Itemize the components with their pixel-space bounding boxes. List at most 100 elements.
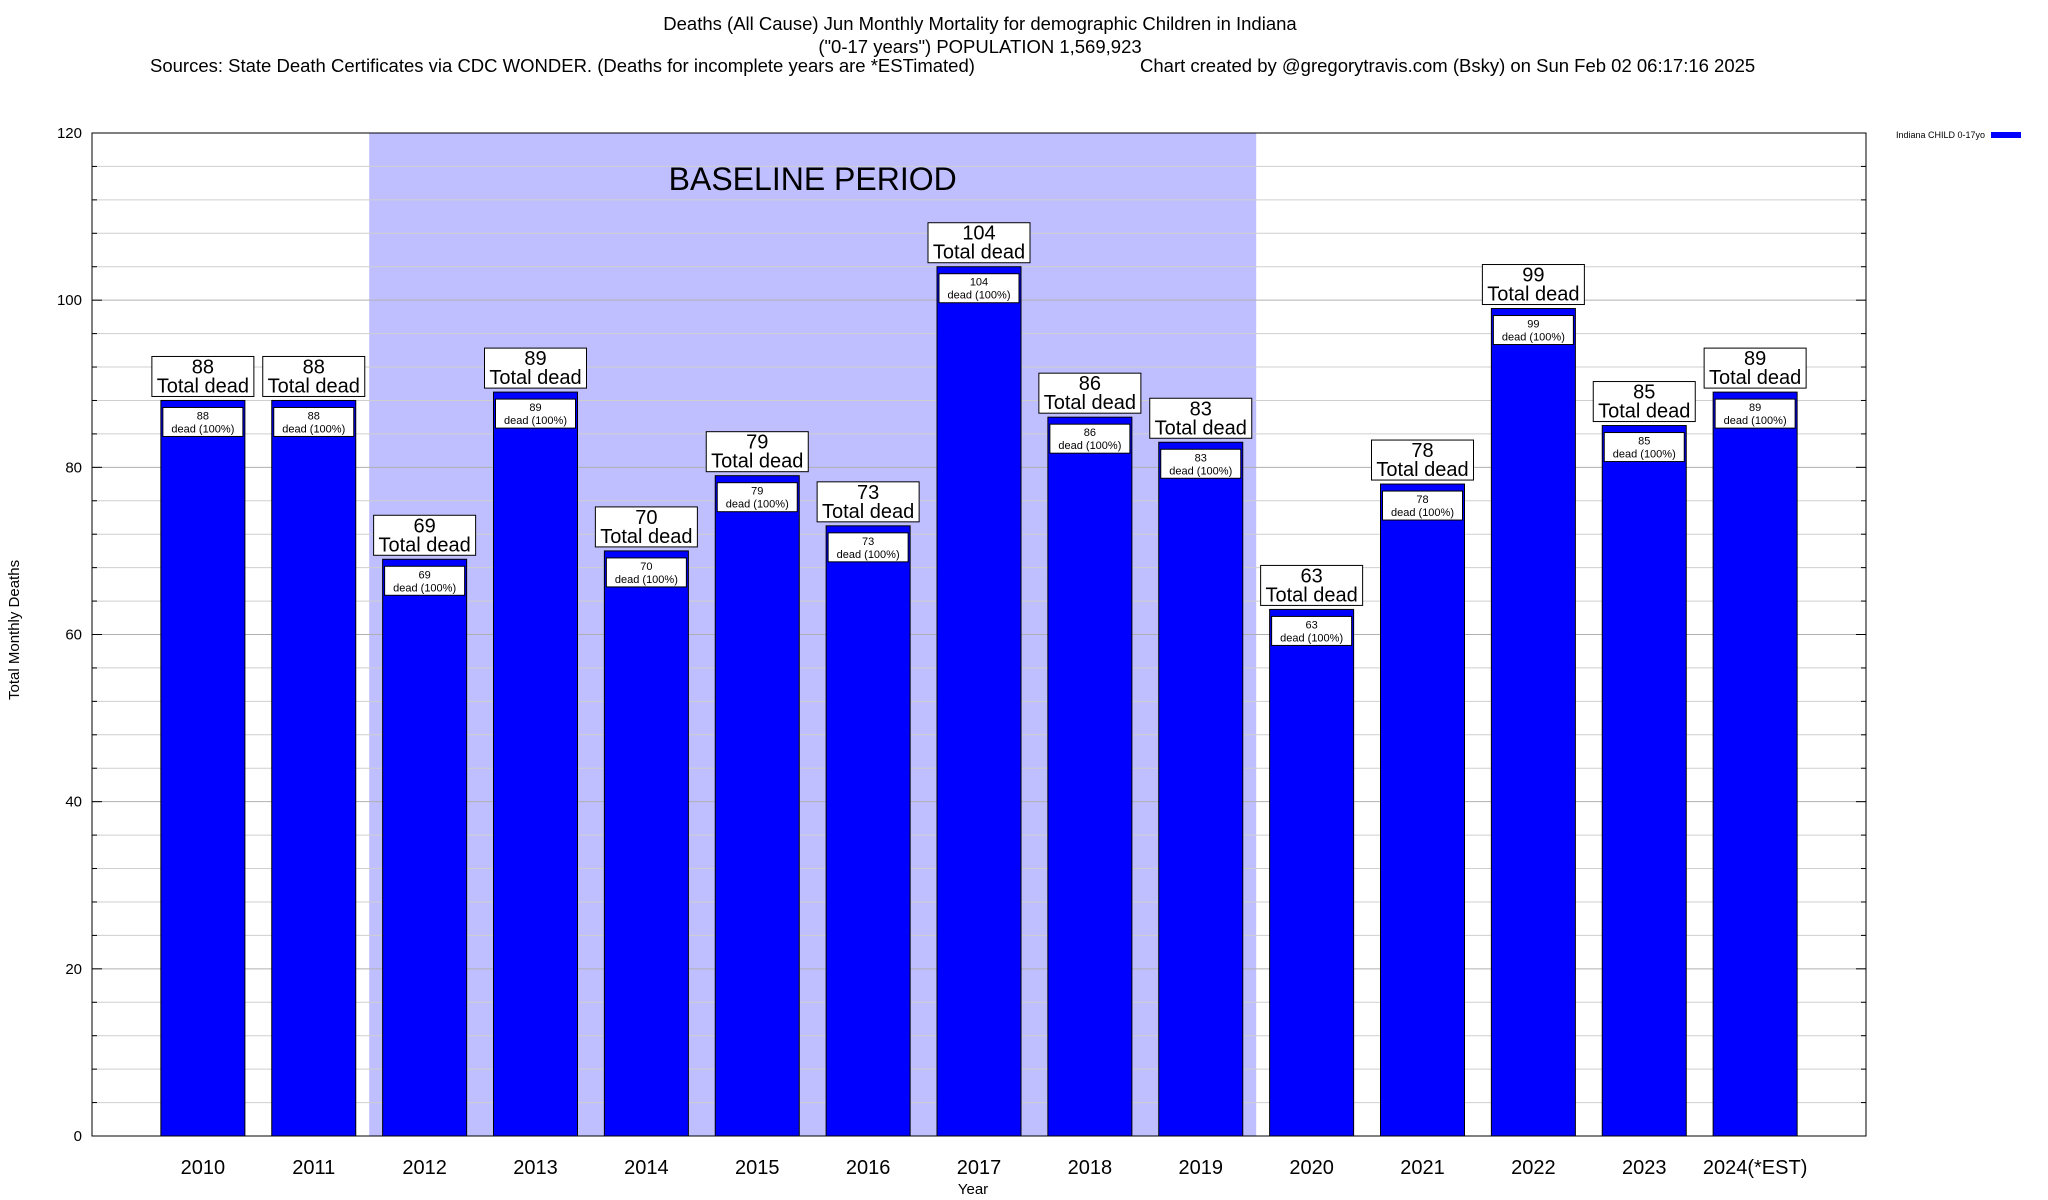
x-tick-label: 2022 [1511,1157,1556,1179]
x-tick-label: 2016 [846,1157,891,1179]
x-tick-label: 2014 [624,1157,669,1179]
legend-swatch [1991,132,2022,138]
bar-top-label-box [1149,397,1253,439]
bar [1158,441,1244,1137]
bar-top-suffix: Total dead [711,451,803,473]
bar-inner-label-box [384,565,466,596]
bar-top-label-box [484,347,587,389]
bar-inner-label-box [1049,423,1131,454]
chart-title-block: Deaths (All Cause) Jun Monthly Mortality… [0,12,1960,58]
bar-top-label-box [816,481,920,523]
bar-top-value: 83 [1190,398,1212,420]
x-tick-label: 2023 [1622,1157,1667,1179]
y-tick-label: 0 [74,1128,82,1145]
x-tick-label: 2011 [292,1157,335,1179]
bar-top-suffix: Total dead [268,375,360,397]
bar-top-suffix: Total dead [600,526,692,548]
bar-top-value: 69 [414,515,436,537]
bar-inner-label-box [495,398,576,429]
bar [1047,416,1133,1137]
bar-inner-value: 69 [419,569,431,581]
bar [160,399,246,1137]
bar-top-value: 63 [1301,565,1323,587]
bar-top-value: 73 [857,482,879,504]
bar [936,266,1022,1137]
bar-top-label-box [1703,347,1807,389]
bar-top-value: 79 [746,432,768,454]
bar-top-value: 85 [1633,382,1655,404]
bar-inner-value: 79 [751,486,763,498]
bar-top-value: 70 [635,507,657,529]
bar-inner-suffix: dead (100%) [1058,440,1121,452]
y-tick-label: 60 [65,627,82,644]
bar-inner-suffix: dead (100%) [1169,465,1232,477]
bar [603,550,689,1137]
bar-inner-value: 88 [308,410,320,422]
bar-inner-value: 78 [1416,494,1428,506]
chart-sources: Sources: State Death Certificates via CD… [150,55,975,76]
x-tick-label: 2012 [402,1157,447,1179]
bar-inner-value: 88 [197,410,209,422]
bar-inner-value: 73 [862,536,874,548]
bar-top-label-box [373,514,477,556]
bar [1380,483,1465,1137]
bar [1712,391,1798,1137]
plot-frame [91,132,1867,1137]
bar-top-suffix: Total dead [1376,459,1468,481]
chart-subtitle: ("0-17 years") POPULATION 1,569,923 [818,36,1142,57]
x-tick-label: 2010 [181,1157,226,1179]
bar-top-label-box [594,506,698,548]
bar-top-suffix: Total dead [489,367,581,389]
bar-top-label-box [1481,264,1585,306]
bar-top-suffix: Total dead [378,534,470,556]
bar-top-value: 104 [962,223,995,245]
bar-inner-label-box [1382,490,1463,521]
y-tick-label: 100 [57,292,82,309]
y-tick-label: 80 [65,459,82,476]
bar-top-value: 89 [524,348,546,370]
bar-inner-label-box [1271,615,1353,646]
bar-inner-suffix: dead (100%) [726,499,789,511]
bar-inner-suffix: dead (100%) [282,423,345,435]
bar-inner-label-box [1492,315,1574,346]
bar-inner-label-box [1160,448,1242,479]
x-tick-label: 2018 [1068,1157,1113,1179]
bar-top-value: 88 [303,356,325,378]
bar-top-label-box [151,355,255,397]
bar-top-suffix: Total dead [933,242,1025,264]
chart-title: Deaths (All Cause) Jun Monthly Mortality… [663,13,1297,34]
x-tick-label: 2024(*EST) [1703,1157,1808,1179]
bar-top-label-box [1038,372,1142,414]
bar-top-value: 89 [1744,348,1766,370]
x-axis-label: Year [958,1181,988,1198]
x-tick-label: 2019 [1179,1157,1224,1179]
x-tick-label: 2015 [735,1157,780,1179]
bar-top-suffix: Total dead [157,375,249,397]
bar-inner-value: 86 [1084,427,1096,439]
bar [493,391,578,1137]
legend: Indiana CHILD 0-17yo [1896,130,2022,140]
bar-top-suffix: Total dead [1487,284,1579,306]
bar-top-label-box [262,355,366,397]
bar [1269,608,1355,1137]
x-tick-label: 2017 [957,1157,1002,1179]
bar-top-label-box [705,431,809,473]
baseline-label: BASELINE PERIOD [669,161,957,197]
bar-inner-value: 70 [640,561,652,573]
bar-inner-suffix: dead (100%) [171,423,234,435]
bar-inner-suffix: dead (100%) [1280,632,1343,644]
bar-inner-value: 63 [1306,619,1318,631]
bar-inner-suffix: dead (100%) [1391,507,1454,519]
bar [382,558,468,1137]
bar-inner-label-box [827,532,909,563]
chart-credit: Chart created by @gregorytravis.com (Bsk… [1140,55,1756,76]
bar-top-suffix: Total dead [1709,367,1801,389]
bar-top-value: 88 [192,356,214,378]
bar-top-value: 86 [1079,373,1101,395]
bar-inner-value: 99 [1527,319,1539,331]
y-tick-label: 20 [65,961,82,978]
legend-label: Indiana CHILD 0-17yo [1896,130,1986,140]
x-tick-label: 2013 [513,1157,558,1179]
bar-inner-label-box [1603,432,1685,463]
bar-top-suffix: Total dead [1598,401,1690,423]
